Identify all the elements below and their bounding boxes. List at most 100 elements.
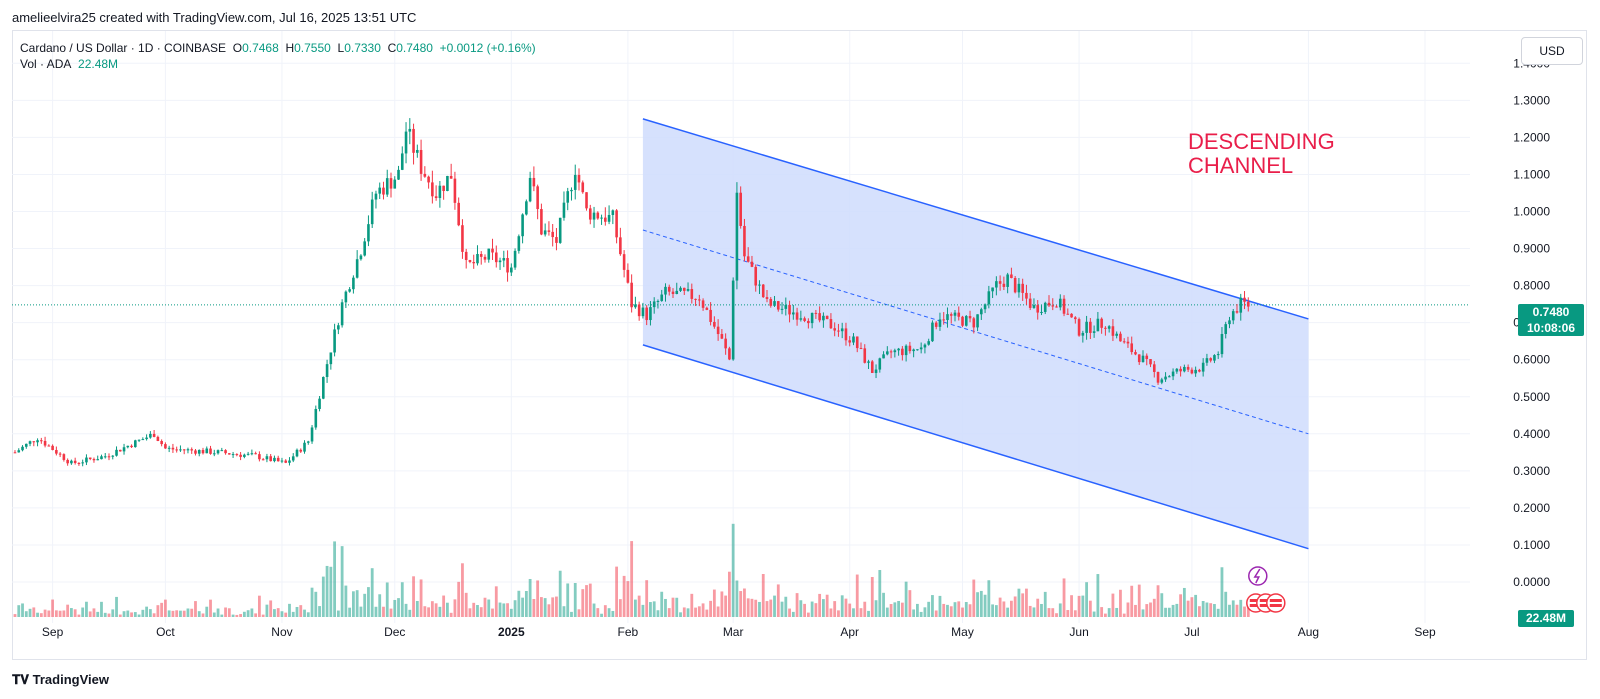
candle-body (156, 436, 160, 441)
volume-label[interactable]: Vol · ADA (20, 57, 72, 71)
volume-bar (385, 582, 389, 617)
volume-bar (581, 589, 585, 617)
volume-bar (1006, 607, 1010, 617)
candle-body (88, 457, 92, 459)
candle-body (882, 354, 885, 359)
channel-annotation[interactable]: DESCENDING CHANNEL (1188, 129, 1335, 178)
volume-bar (837, 610, 840, 617)
volume-bar (1073, 610, 1077, 617)
volume-bar (555, 596, 558, 617)
volume-bar (1213, 604, 1216, 617)
volume-bar (803, 603, 806, 617)
volume-bar (720, 591, 724, 617)
candle-body (630, 282, 633, 308)
candle-body (1209, 358, 1212, 361)
volume-bar (1070, 595, 1073, 617)
candle-body (641, 307, 645, 317)
volume-bar (355, 590, 359, 617)
volume-bar (603, 605, 607, 617)
candle-body (118, 449, 122, 452)
candle-body (776, 301, 780, 310)
candle-body (280, 460, 284, 462)
volume-bar (822, 599, 825, 617)
candle-body (1010, 274, 1013, 278)
volume-bar (194, 601, 197, 617)
candle-body (998, 281, 1002, 284)
candle-body (889, 351, 893, 353)
volume-bar (1119, 589, 1122, 617)
x-tick-label: Jul (1184, 625, 1199, 639)
candle-body (62, 454, 66, 460)
candle-body (818, 313, 821, 321)
volume-bar (848, 603, 852, 617)
volume-bar (1171, 604, 1175, 617)
candle-body (859, 348, 863, 350)
volume-bar (1077, 595, 1081, 617)
close-value: 0.7480 (396, 41, 433, 55)
candle-body (374, 193, 378, 200)
volume-bar (107, 613, 111, 617)
candle-body (938, 319, 942, 327)
candle-body (1040, 311, 1043, 313)
candle-body (788, 304, 791, 315)
tradingview-logo[interactable]: 𝐓𝐕 TradingView (12, 672, 109, 688)
volume-bar (840, 595, 844, 617)
volume-bar (498, 602, 502, 617)
volume-bar (690, 593, 694, 617)
volume-bar (231, 614, 235, 617)
volume-bar (430, 601, 434, 617)
volume-bar (509, 608, 513, 617)
candle-body (1137, 354, 1141, 363)
candle-body (664, 286, 667, 295)
volume-bar (483, 597, 487, 617)
candle-body (299, 449, 303, 452)
candle-body (1224, 324, 1228, 334)
candle-body (931, 322, 934, 342)
candle-body (333, 329, 336, 353)
volume-bar (1179, 594, 1182, 617)
candle-body (55, 450, 58, 454)
candle-body (675, 290, 679, 294)
volume-bar (494, 586, 498, 617)
candle-body (735, 192, 739, 281)
candle-body (852, 336, 855, 343)
candle-body (649, 307, 652, 321)
candle-body (197, 449, 201, 454)
volume-bar (1062, 578, 1066, 617)
volume-bar (656, 610, 660, 617)
volume-bar (415, 601, 419, 617)
volume-bar (761, 574, 765, 617)
volume-bar (299, 605, 303, 617)
volume-bar (863, 601, 867, 617)
symbol-name[interactable]: Cardano / US Dollar · 1D · COINBASE (20, 41, 227, 55)
volume-bar (919, 611, 923, 617)
volume-bar (1220, 567, 1224, 617)
volume-bar (306, 612, 310, 617)
candle-body (577, 174, 581, 183)
candle-body (543, 230, 547, 235)
candle-body (1213, 355, 1216, 361)
candle-body (442, 185, 445, 192)
volume-bar (697, 606, 701, 617)
candle-body (758, 284, 761, 286)
candle-body (750, 261, 754, 267)
candle-body (77, 462, 81, 464)
chart-frame (12, 30, 1587, 660)
volume-bar (814, 603, 818, 617)
candle-body (682, 287, 686, 291)
candle-body (709, 309, 712, 322)
volume-bar (1175, 603, 1179, 617)
volume-bar (1228, 604, 1231, 617)
y-tick-label: 0.4000 (1513, 427, 1550, 441)
candle-body (833, 328, 836, 331)
candle-body (1096, 318, 1100, 332)
candle-body (385, 178, 389, 195)
volume-bar (126, 610, 130, 617)
candle-body (265, 456, 269, 460)
volume-bar (645, 580, 649, 617)
volume-bar (1152, 598, 1156, 617)
currency-button[interactable]: USD (1521, 37, 1583, 65)
candle-body (141, 439, 145, 441)
candle-body (295, 449, 299, 457)
